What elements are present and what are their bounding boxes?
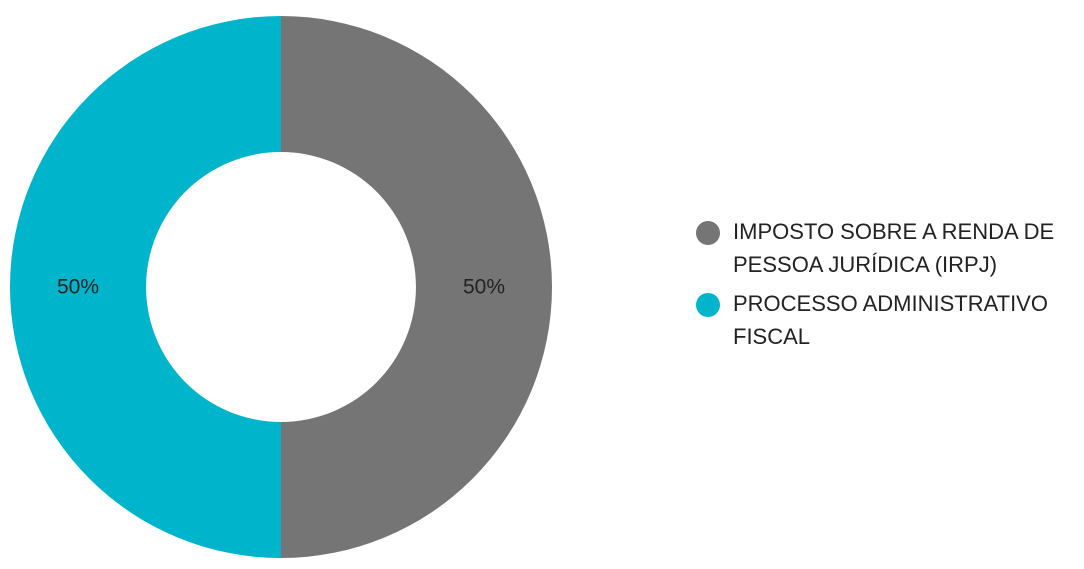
legend-item-irpj[interactable]: IMPOSTO SOBRE A RENDA DE PESSOA JURÍDICA… [696, 215, 1076, 281]
slice-processo[interactable] [10, 16, 281, 558]
legend: IMPOSTO SOBRE A RENDA DE PESSOA JURÍDICA… [696, 215, 1076, 359]
legend-label-irpj: IMPOSTO SOBRE A RENDA DE PESSOA JURÍDICA… [733, 219, 1055, 277]
legend-item-processo[interactable]: PROCESSO ADMINISTRATIVO FISCAL [696, 287, 1076, 353]
legend-label-processo: PROCESSO ADMINISTRATIVO FISCAL [733, 291, 1048, 349]
slice-irpj-value-label: 50% [463, 276, 505, 299]
slice-irpj[interactable] [281, 16, 552, 558]
legend-swatch-irpj [696, 221, 720, 245]
slice-processo-value-label: 50% [57, 276, 99, 299]
legend-swatch-processo [696, 293, 720, 317]
donut-chart: 50% 50% [10, 16, 552, 558]
